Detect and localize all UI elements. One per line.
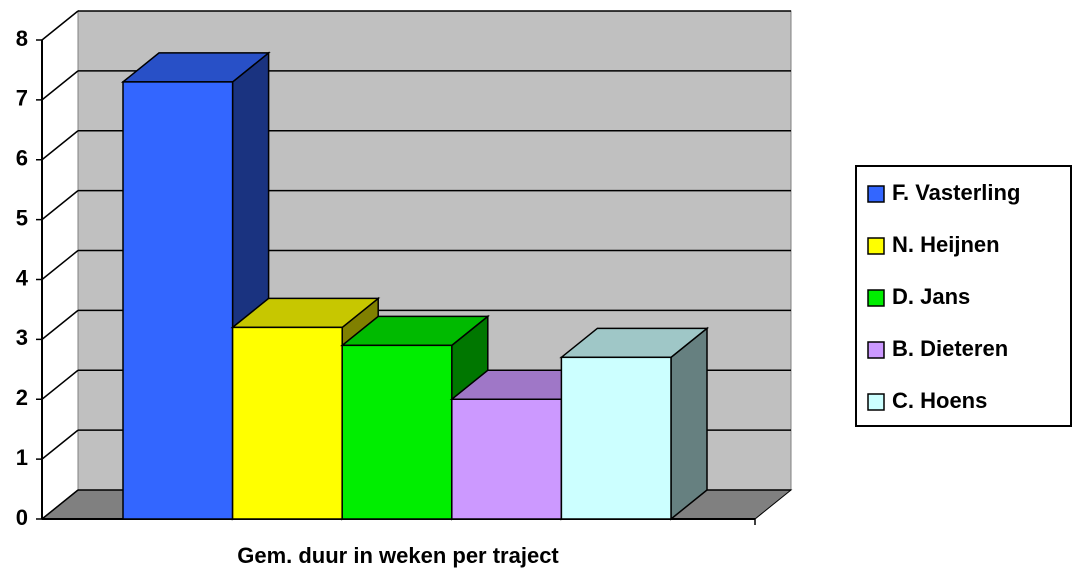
y-tick-label: 5 xyxy=(16,205,28,230)
legend-label: F. Vasterling xyxy=(892,180,1020,205)
legend-label: N. Heijnen xyxy=(892,232,1000,257)
y-tick-label: 2 xyxy=(16,385,28,410)
y-tick-label: 3 xyxy=(16,325,28,350)
y-tick-label: 8 xyxy=(16,26,28,51)
side-grid-line xyxy=(41,369,79,400)
legend-swatch xyxy=(867,237,885,255)
y-tick-label: 0 xyxy=(16,505,28,530)
legend-box xyxy=(855,165,1072,427)
side-grid-line xyxy=(41,249,79,281)
legend-swatch xyxy=(867,341,885,359)
side-grid-line xyxy=(41,10,79,41)
legend-swatch xyxy=(867,185,885,203)
x-axis-title: Gem. duur in weken per traject xyxy=(237,543,559,568)
bar xyxy=(231,326,343,520)
y-tick-label: 1 xyxy=(16,445,28,470)
side-grid-line xyxy=(41,429,79,460)
bar-side xyxy=(670,326,708,521)
side-grid-line xyxy=(41,130,79,161)
legend-label: B. Dieteren xyxy=(892,336,1008,361)
bar xyxy=(451,398,563,520)
side-grid-line xyxy=(41,309,79,340)
y-tick-label: 4 xyxy=(16,265,29,290)
legend-label: C. Hoens xyxy=(892,388,987,413)
legend-swatch xyxy=(867,393,885,411)
y-tick-label: 7 xyxy=(16,86,28,111)
legend-label: D. Jans xyxy=(892,284,970,309)
bar xyxy=(341,344,453,520)
side-grid-line xyxy=(41,190,79,221)
side-grid-line xyxy=(41,70,79,101)
y-tick-label: 6 xyxy=(16,146,28,171)
bar xyxy=(122,81,234,520)
bar xyxy=(560,356,672,520)
side-grid-line xyxy=(41,489,79,520)
legend-swatch xyxy=(867,289,885,307)
